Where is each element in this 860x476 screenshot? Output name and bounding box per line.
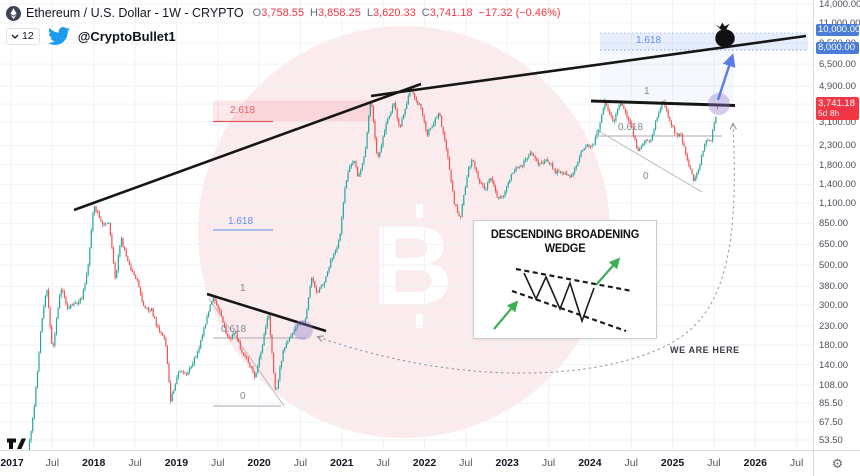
time-tick: 2023 — [495, 457, 519, 469]
axis-settings-corner[interactable]: ⚙ — [813, 450, 860, 476]
time-tick: 2024 — [578, 457, 602, 469]
price-tick: 3,100.00 — [819, 117, 856, 129]
trendline-2018-2021-tops[interactable] — [73, 82, 422, 212]
price-tick: 2,300.00 — [819, 140, 856, 152]
time-tick: Jul — [293, 457, 308, 469]
trendline-2019-2020-resistance[interactable] — [206, 292, 327, 333]
wedge-pattern-callout[interactable]: DESCENDING BROADENING WEDGE — [473, 220, 657, 339]
change-value: −17.32 (−0.46%) — [478, 7, 561, 19]
twitter-icon — [47, 27, 70, 45]
time-tick: 2026 — [743, 457, 767, 469]
time-tick: Jul — [789, 457, 804, 469]
fib-left-1-label: 1 — [240, 283, 246, 294]
wedge-entry-arrow — [493, 300, 519, 330]
time-tick: Jul — [376, 457, 390, 469]
ohlc-values: O3,758.55 H3,858.25 L3,620.33 C3,741.18 −17.… — [253, 7, 561, 19]
tradingview-logo[interactable] — [7, 437, 26, 450]
fib-right-1618-zone[interactable] — [600, 33, 808, 50]
gear-icon[interactable]: ⚙ — [831, 456, 844, 472]
money-bag-icon[interactable] — [713, 21, 736, 48]
price-tick: 500.00 — [819, 259, 849, 271]
fib-left-0-label: 0 — [240, 391, 246, 402]
chart-legend: Ethereum / U.S. Dollar - 1W - CRYPTO O3,… — [6, 4, 561, 47]
grid-lines — [0, 0, 813, 450]
time-tick: 2025 — [660, 457, 685, 469]
wedge-pattern-diagram — [493, 257, 633, 333]
we-are-here-label: WE ARE HERE — [670, 345, 740, 355]
fib-right-1618-label: 1.618 — [636, 35, 662, 46]
ethereum-icon — [6, 5, 21, 21]
price-tick: 108.00 — [819, 379, 849, 391]
price-level-badge: 10,000.00 — [816, 24, 860, 37]
time-tick: 2022 — [412, 457, 437, 469]
fib-left-1618-label: 1.618 — [228, 216, 254, 227]
ohlc-item: L3,620.33 — [366, 7, 416, 19]
breakout-circle-2025[interactable] — [708, 93, 730, 115]
trendline-2024-2025-resistance[interactable] — [590, 99, 736, 107]
twitter-handle: @CryptoBullet1 — [77, 28, 176, 44]
time-tick: Jul — [459, 457, 473, 469]
price-tick: 230.00 — [819, 320, 849, 332]
chevron-down-icon — [11, 34, 19, 39]
fib-left-2618-label: 2.618 — [230, 105, 256, 116]
time-tick: Jul — [128, 457, 142, 469]
time-tick: 2021 — [330, 457, 354, 469]
price-level-badge: 8,000.00 — [816, 41, 859, 54]
symbol-title[interactable]: Ethereum / U.S. Dollar - 1W - CRYPTO — [26, 6, 244, 20]
wedge-breakout-arrow — [595, 257, 621, 286]
ohlc-item: H3,858.25 — [310, 7, 361, 19]
price-tick: 380.00 — [819, 281, 849, 293]
price-axis[interactable]: 14,000.0011,000.008,500.006,500.004,900.… — [813, 0, 860, 450]
time-tick: 2020 — [247, 457, 271, 469]
time-tick: Jul — [211, 457, 225, 469]
price-tick: 53.50 — [819, 434, 843, 446]
price-tick: 4,900.00 — [819, 81, 856, 93]
time-tick: Jul — [541, 457, 556, 469]
fib-left-0618-label: 0.618 — [221, 324, 247, 335]
fib-right-0618-label: 0.618 — [618, 122, 644, 133]
time-axis[interactable]: 2017 Jul 2018 Jul 2019 Jul 2020 Jul 2021 Jul 2022 J… — [0, 450, 813, 476]
price-tick: 300.00 — [819, 299, 849, 311]
price-tick: 14,000.00 — [819, 0, 860, 11]
ohlc-item: O3,758.55 — [252, 7, 305, 19]
fib-right-extension-zone — [600, 50, 734, 101]
time-tick: 2018 — [82, 457, 106, 469]
target-arrow[interactable] — [716, 53, 736, 101]
wedge-upper-line — [515, 267, 633, 293]
time-tick: Jul — [624, 457, 638, 469]
hidden-indicators-button[interactable]: 12 — [6, 27, 40, 45]
price-tick: 85.50 — [819, 398, 843, 410]
price-tick: 1,400.00 — [819, 179, 856, 191]
wedge-zigzag — [523, 272, 595, 324]
fib-left-base-diagonal[interactable] — [208, 298, 285, 407]
chart-pane[interactable] — [0, 0, 813, 450]
wedge-pattern-title: DESCENDING BROADENING WEDGE — [490, 227, 640, 255]
hidden-indicators-count: 12 — [22, 29, 34, 42]
fib-right-1-label: 1 — [644, 86, 650, 97]
price-path-curved-arrow[interactable] — [318, 124, 734, 374]
fib-right-0-label: 0 — [643, 171, 649, 182]
time-tick: 2017 — [0, 457, 24, 469]
candlestick-chart[interactable] — [0, 0, 813, 450]
price-tick: 850.00 — [819, 218, 849, 230]
price-tick: 67.50 — [819, 416, 843, 428]
time-tick: 2019 — [164, 457, 189, 469]
price-tick: 140.00 — [819, 359, 849, 371]
time-tick: Jul — [707, 457, 721, 469]
last-price-badge: 3,741.18 5d 8h — [816, 97, 859, 121]
breakout-circle-2020[interactable] — [293, 320, 313, 340]
wedge-lower-line — [511, 289, 627, 333]
price-tick: 1,800.00 — [819, 159, 856, 171]
price-tick: 6,500.00 — [819, 59, 856, 71]
price-tick: 650.00 — [819, 239, 849, 251]
price-tick: 11,000.00 — [819, 18, 860, 29]
price-tick: 1,100.00 — [819, 198, 856, 210]
price-tick: 180.00 — [819, 339, 849, 351]
time-tick: Jul — [45, 457, 60, 469]
trendline-2021-2026-projection[interactable] — [370, 34, 807, 98]
ohlc-item: C3,741.18 — [421, 7, 473, 19]
fib-right-base-diagonal[interactable] — [596, 129, 703, 193]
